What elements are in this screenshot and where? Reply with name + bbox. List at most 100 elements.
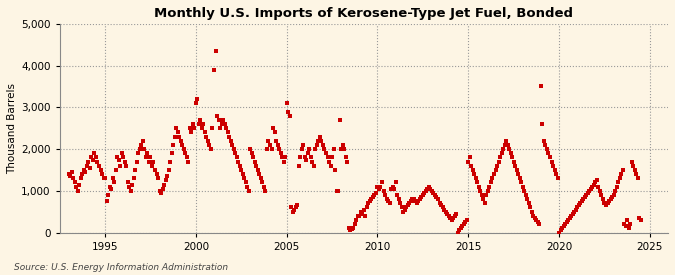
Point [626,160,637,164]
Point [487,176,498,180]
Point [130,168,140,172]
Point [379,193,390,197]
Point [281,101,292,105]
Point [541,147,552,151]
Point [230,151,240,155]
Point [631,172,642,176]
Point [475,189,486,193]
Point [407,197,418,201]
Point [145,155,156,160]
Point [628,164,639,168]
Point [198,122,209,126]
Point [121,164,132,168]
Point [483,189,493,193]
Point [603,199,614,204]
Point [481,193,492,197]
Point [495,155,506,160]
Point [132,160,142,164]
Point [295,155,306,160]
Point [552,176,563,180]
Point [385,186,396,191]
Point [178,147,189,151]
Point [206,147,217,151]
Point [491,164,502,168]
Point [507,155,518,160]
Point [406,199,416,204]
Point [576,199,587,204]
Point [510,164,520,168]
Point [118,155,129,160]
Point [623,226,634,230]
Point [66,170,77,174]
Point [157,186,168,191]
Point [136,143,146,147]
Point [74,182,85,187]
Point [180,151,190,155]
Point [266,147,277,151]
Point [244,189,254,193]
Point [549,168,560,172]
Point [256,176,267,180]
Point [450,214,460,218]
Point [257,180,268,185]
Point [302,151,313,155]
Point [589,182,599,187]
Point [387,185,398,189]
Point [546,160,557,164]
Point [240,180,251,185]
Point [419,191,430,195]
Point [601,203,612,208]
Point [271,139,281,143]
Point [98,176,109,180]
Point [106,186,117,191]
Point [356,210,367,214]
Point [410,199,421,204]
Point [473,185,484,189]
Point [506,151,516,155]
Point [144,160,155,164]
Point [534,222,545,226]
Point [107,176,118,180]
Point [182,155,192,160]
Point [173,134,184,139]
Point [478,197,489,201]
Point [378,189,389,193]
Point [290,205,301,210]
Point [508,160,519,164]
Point [88,157,99,162]
Point [467,168,478,172]
Point [298,143,308,147]
Point [458,222,469,226]
Point [377,180,387,185]
Point [142,151,153,155]
Point [522,197,533,201]
Point [153,176,163,180]
Point [278,160,289,164]
Point [156,191,167,195]
Point [212,114,223,118]
Point [310,147,321,151]
Point [620,224,631,229]
Point [86,155,97,160]
Point [288,210,298,214]
Point [200,130,211,134]
Point [215,126,225,130]
Point [605,197,616,201]
Point [617,168,628,172]
Point [462,218,472,222]
Point [591,178,602,183]
Point [558,224,569,229]
Point [540,143,551,147]
Point [599,201,610,205]
Point [312,143,323,147]
Point [595,189,605,193]
Point [216,122,227,126]
Title: Monthly U.S. Imports of Kerosene-Type Jet Fuel, Bonded: Monthly U.S. Imports of Kerosene-Type Je… [155,7,573,20]
Point [452,230,463,235]
Point [77,172,88,176]
Point [219,122,230,126]
Point [401,205,412,210]
Point [183,160,194,164]
Point [390,180,401,185]
Point [381,197,392,201]
